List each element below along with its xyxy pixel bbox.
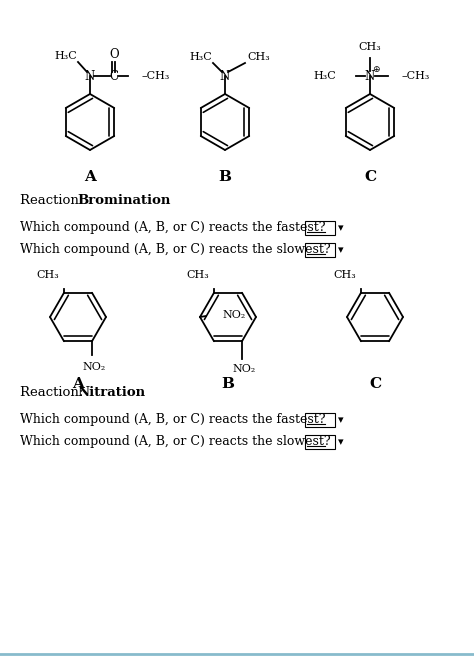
Text: Which compound (A, B, or C) reacts the fastest?: Which compound (A, B, or C) reacts the f… xyxy=(20,414,326,426)
Text: Which compound (A, B, or C) reacts the slowest?: Which compound (A, B, or C) reacts the s… xyxy=(20,436,331,448)
Text: H₃C: H₃C xyxy=(313,71,336,81)
Text: NO₂: NO₂ xyxy=(232,364,255,374)
Text: NO₂: NO₂ xyxy=(222,310,245,320)
Text: Bromination: Bromination xyxy=(77,193,170,207)
Text: CH₃: CH₃ xyxy=(359,42,382,52)
Text: C: C xyxy=(364,170,376,184)
Text: –CH₃: –CH₃ xyxy=(142,71,170,81)
Text: Nitration: Nitration xyxy=(77,385,145,399)
Text: –CH₃: –CH₃ xyxy=(402,71,430,81)
Text: H₃C: H₃C xyxy=(189,52,212,62)
Text: NO₂: NO₂ xyxy=(82,362,105,372)
Text: Reaction:: Reaction: xyxy=(20,193,88,207)
Text: C: C xyxy=(369,377,381,391)
Text: Which compound (A, B, or C) reacts the slowest?: Which compound (A, B, or C) reacts the s… xyxy=(20,244,331,256)
Text: B: B xyxy=(221,377,235,391)
Text: ⊕: ⊕ xyxy=(372,64,380,73)
Text: A: A xyxy=(84,170,96,184)
FancyBboxPatch shape xyxy=(305,413,335,427)
FancyBboxPatch shape xyxy=(305,435,335,449)
Text: ▾: ▾ xyxy=(338,437,344,447)
Text: O: O xyxy=(109,48,119,62)
Text: N: N xyxy=(85,70,95,83)
Text: A: A xyxy=(72,377,84,391)
Text: H₃C: H₃C xyxy=(54,51,77,61)
Text: ▾: ▾ xyxy=(338,223,344,233)
Text: CH₃: CH₃ xyxy=(36,269,59,280)
FancyBboxPatch shape xyxy=(305,243,335,257)
Text: B: B xyxy=(219,170,231,184)
Text: Which compound (A, B, or C) reacts the fastest?: Which compound (A, B, or C) reacts the f… xyxy=(20,222,326,234)
Text: CH₃: CH₃ xyxy=(247,52,270,62)
Text: ▾: ▾ xyxy=(338,245,344,255)
Text: C: C xyxy=(109,70,118,83)
FancyBboxPatch shape xyxy=(305,221,335,235)
Text: CH₃: CH₃ xyxy=(333,269,356,280)
Text: N: N xyxy=(220,70,230,83)
Text: N: N xyxy=(365,70,375,83)
Text: Reaction:: Reaction: xyxy=(20,385,88,399)
Text: ▾: ▾ xyxy=(338,415,344,425)
Text: CH₃: CH₃ xyxy=(186,269,209,280)
